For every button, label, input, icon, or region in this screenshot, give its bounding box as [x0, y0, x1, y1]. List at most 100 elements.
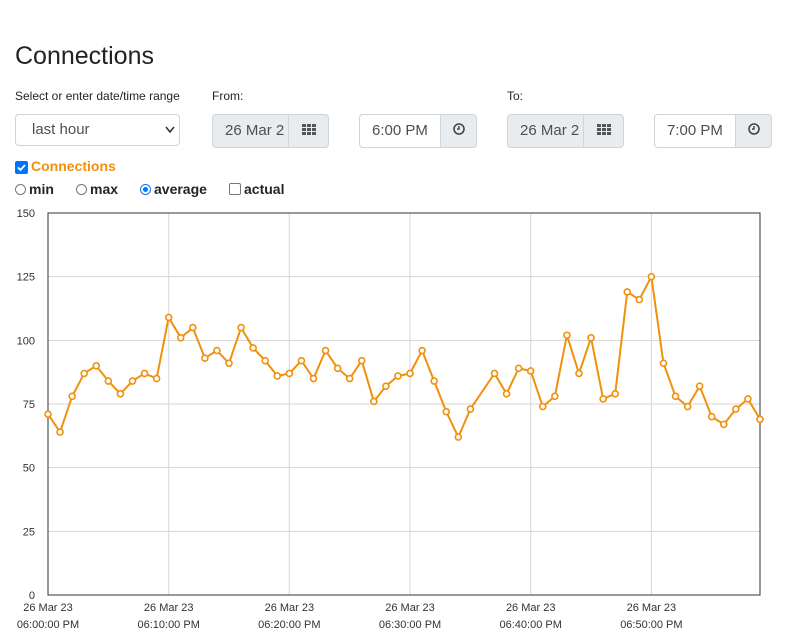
x-tick-time: 06:00:00 PM: [17, 619, 79, 631]
data-point: [140, 369, 149, 378]
data-point: [732, 405, 740, 413]
y-tick-label: 0: [29, 590, 35, 602]
y-tick-label: 100: [17, 335, 35, 347]
clock-icon: [747, 122, 760, 140]
data-point: [357, 356, 366, 365]
connections-toggle-label: Connections: [31, 158, 116, 174]
data-point: [44, 410, 52, 418]
data-point: [201, 354, 209, 362]
x-tick-time: 06:50:00 PM: [620, 619, 682, 631]
range-select-value: last hour: [32, 121, 90, 138]
data-point: [695, 382, 704, 390]
data-point: [647, 272, 656, 281]
from-time-group: 6:00 PM: [359, 114, 477, 148]
data-point: [309, 374, 318, 383]
x-tick-date: 26 Mar 23: [265, 602, 315, 614]
data-point: [406, 369, 414, 378]
data-point: [683, 402, 692, 411]
x-tick-date: 26 Mar 23: [144, 602, 194, 614]
to-time-group: 7:00 PM: [654, 114, 772, 148]
option-min[interactable]: min: [15, 181, 54, 197]
option-max-label: max: [90, 181, 119, 197]
data-point: [587, 333, 595, 342]
y-tick-label: 25: [23, 526, 35, 538]
data-point: [575, 369, 583, 378]
data-point: [659, 359, 668, 368]
data-point: [80, 369, 89, 378]
option-min-label: min: [29, 181, 54, 197]
data-point: [466, 405, 475, 413]
from-label: From:: [212, 89, 244, 103]
data-point: [744, 395, 752, 403]
chevron-down-icon: [165, 115, 175, 156]
radio-min[interactable]: [15, 183, 26, 195]
option-max[interactable]: max: [76, 181, 118, 197]
data-point: [237, 323, 245, 332]
to-date-input[interactable]: 26 Mar 2: [507, 114, 583, 148]
data-point: [333, 364, 342, 373]
to-date-group: 26 Mar 2: [507, 114, 624, 148]
data-point: [116, 390, 125, 398]
y-tick-label: 75: [23, 399, 35, 411]
data-point: [719, 420, 728, 429]
data-point: [285, 369, 294, 378]
option-average-label: average: [154, 181, 207, 197]
data-point: [526, 367, 535, 375]
data-point: [430, 377, 438, 385]
x-tick-date: 26 Mar 23: [506, 602, 556, 614]
data-point: [635, 295, 644, 304]
range-label: Select or enter date/time range: [15, 89, 180, 103]
data-point: [321, 346, 330, 355]
data-point: [623, 288, 632, 296]
option-average[interactable]: average: [140, 181, 207, 197]
radio-max[interactable]: [76, 183, 87, 195]
data-point: [671, 392, 680, 401]
calendar-grid-icon: [301, 122, 316, 140]
connections-toggle[interactable]: Connections: [15, 158, 116, 174]
data-point: [213, 346, 221, 355]
y-tick-label: 125: [17, 272, 35, 284]
to-time-input[interactable]: 7:00 PM: [654, 114, 735, 148]
data-point: [345, 374, 354, 383]
data-point: [490, 369, 499, 378]
data-point: [176, 333, 185, 342]
from-calendar-button[interactable]: [288, 114, 329, 148]
from-time-input[interactable]: 6:00 PM: [359, 114, 440, 148]
radio-average[interactable]: [140, 183, 151, 195]
x-tick-time: 06:10:00 PM: [137, 619, 199, 631]
series-line: [47, 273, 761, 440]
to-time-button[interactable]: [735, 114, 772, 148]
data-point: [225, 359, 233, 368]
data-point: [454, 433, 463, 441]
data-point: [273, 372, 282, 380]
y-tick-label: 50: [23, 463, 35, 475]
from-date-input[interactable]: 26 Mar 2: [212, 114, 288, 148]
to-calendar-button[interactable]: [583, 114, 624, 148]
data-point: [756, 415, 764, 424]
range-select[interactable]: last hour: [15, 114, 180, 146]
connections-chart: 0 25 50 75 100 125 150 26 Mar 23 06:00:00 PM 26 M…: [17, 208, 764, 631]
plot-frame: [47, 212, 761, 596]
data-point: [514, 364, 523, 373]
data-point: [538, 402, 547, 411]
data-point: [551, 392, 559, 401]
data-point: [249, 344, 257, 352]
data-point: [261, 356, 270, 365]
clock-icon: [452, 122, 465, 140]
checkbox-actual[interactable]: [229, 183, 241, 195]
data-point: [104, 377, 113, 385]
option-actual[interactable]: actual: [229, 181, 284, 197]
data-point: [502, 390, 511, 398]
data-point: [599, 395, 607, 403]
x-tick-date: 26 Mar 23: [385, 602, 435, 614]
checkbox-checked-icon[interactable]: [15, 161, 28, 174]
x-tick-time: 06:40:00 PM: [500, 619, 562, 631]
x-tick-time: 06:20:00 PM: [258, 619, 320, 631]
from-time-button[interactable]: [440, 114, 477, 148]
data-point: [442, 407, 451, 416]
data-point: [92, 362, 101, 370]
data-point: [370, 397, 378, 406]
data-point: [189, 323, 197, 332]
option-actual-label: actual: [244, 181, 285, 197]
y-tick-label: 150: [17, 208, 35, 220]
